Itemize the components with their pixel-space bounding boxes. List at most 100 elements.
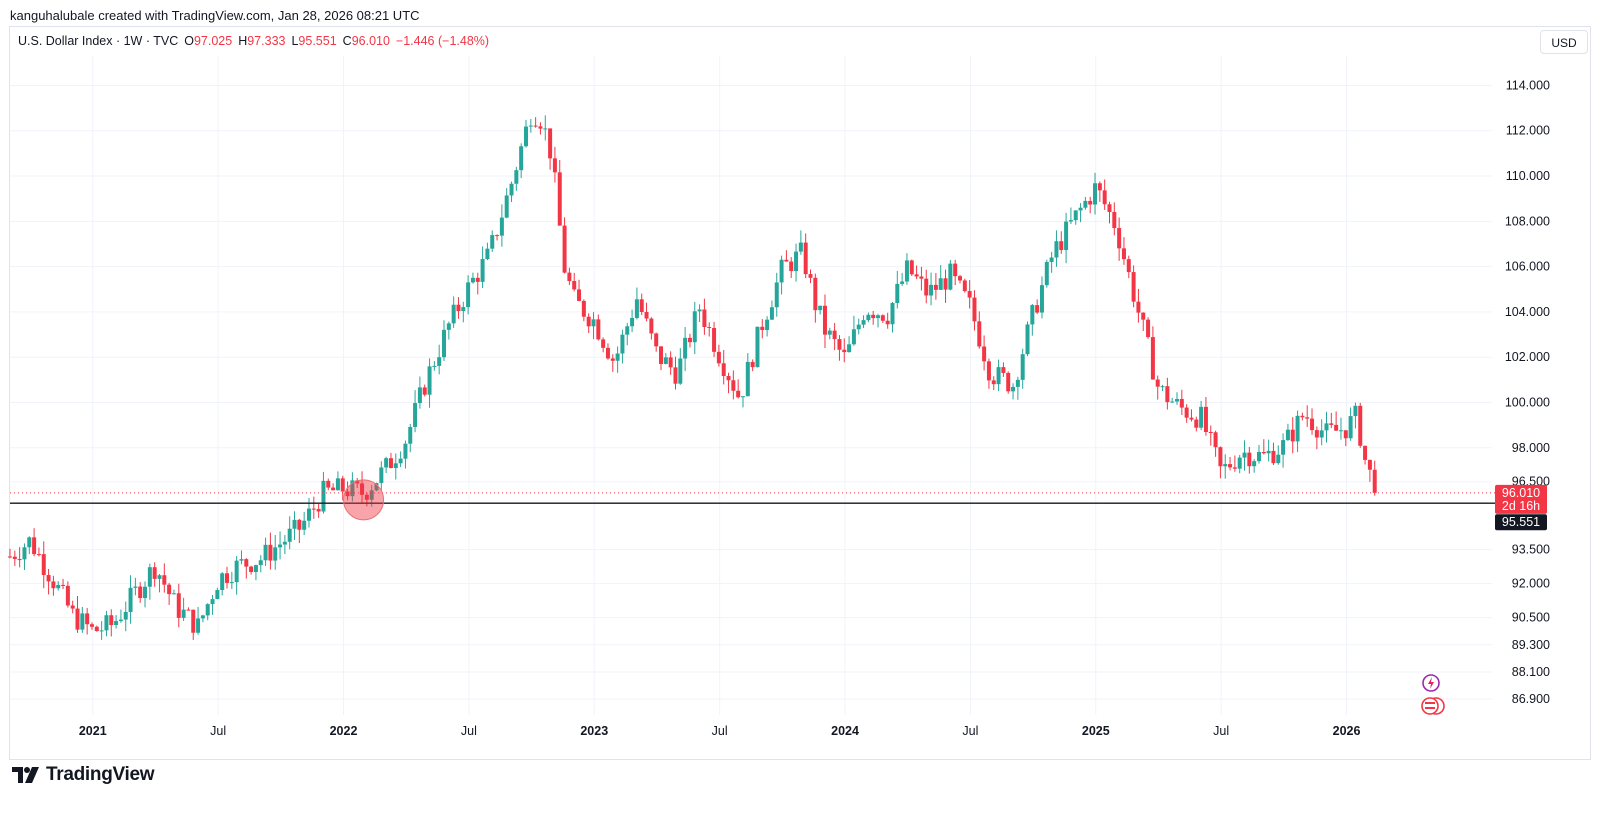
candle-body bbox=[967, 291, 972, 298]
candle-body bbox=[427, 366, 432, 395]
candle-body bbox=[972, 297, 977, 322]
candle-body bbox=[123, 611, 128, 620]
candle-body bbox=[1348, 416, 1353, 439]
candle-body bbox=[1136, 301, 1141, 313]
tradingview-logo[interactable]: TradingView bbox=[12, 764, 155, 786]
x-tick-label: 2022 bbox=[330, 724, 358, 738]
candle-body bbox=[1295, 415, 1300, 442]
candle-body bbox=[321, 480, 326, 512]
candle-body bbox=[586, 316, 591, 327]
candle-body bbox=[1146, 319, 1151, 338]
candle-body bbox=[490, 235, 495, 249]
low-price-tag bbox=[1495, 514, 1547, 531]
candle-body bbox=[900, 281, 905, 284]
candle-body bbox=[326, 480, 331, 488]
candle-body bbox=[340, 478, 345, 492]
candle-body bbox=[1343, 430, 1348, 439]
candle-body bbox=[417, 387, 422, 404]
last-price-tag bbox=[1495, 484, 1547, 514]
symbol-legend[interactable]: U.S. Dollar Index · 1W · TVC O97.025 H97.3… bbox=[18, 34, 495, 48]
candle-body bbox=[958, 276, 962, 281]
candle-body bbox=[654, 333, 659, 347]
x-tick-label: Jul bbox=[712, 724, 728, 738]
candle-body bbox=[51, 581, 56, 589]
candle-body bbox=[114, 621, 119, 626]
candle-body bbox=[1179, 398, 1184, 408]
candle-body bbox=[1305, 417, 1310, 419]
candle-body bbox=[1107, 204, 1112, 212]
candle-body bbox=[229, 582, 234, 584]
candle-body bbox=[306, 508, 311, 521]
candle-body bbox=[784, 259, 789, 262]
currency-button[interactable]: USD bbox=[1540, 30, 1588, 54]
candle-body bbox=[1093, 183, 1098, 205]
y-tick-label: 98.000 bbox=[1512, 441, 1550, 455]
candle-body bbox=[162, 575, 167, 585]
candle-body bbox=[273, 547, 278, 561]
candle-body bbox=[442, 329, 447, 358]
candle-body bbox=[437, 357, 442, 366]
candle-body bbox=[470, 277, 475, 283]
change-value: −1.446 (−1.48%) bbox=[395, 34, 490, 48]
candle-body bbox=[712, 327, 717, 352]
candle-body bbox=[924, 278, 929, 296]
candle-body bbox=[249, 566, 254, 573]
last-price-tag-text: 96.010 bbox=[1502, 486, 1540, 500]
candle-body bbox=[350, 480, 355, 497]
candle-body bbox=[1064, 221, 1069, 251]
candle-body bbox=[986, 361, 991, 381]
candle-body bbox=[244, 559, 249, 567]
candle-body bbox=[225, 573, 230, 583]
candle-body bbox=[687, 337, 692, 343]
candle-body bbox=[215, 590, 220, 600]
candle-body bbox=[1228, 464, 1233, 468]
candle-body bbox=[41, 554, 46, 576]
candle-body bbox=[196, 618, 201, 633]
candle-body bbox=[475, 277, 480, 282]
candle-body bbox=[1247, 452, 1252, 467]
candle-body bbox=[1367, 459, 1372, 470]
candle-body bbox=[1035, 305, 1040, 313]
candle-body bbox=[466, 282, 471, 308]
candle-body bbox=[726, 375, 731, 381]
candle-body bbox=[311, 508, 316, 510]
high-label: H bbox=[238, 34, 248, 48]
candle-body bbox=[147, 567, 152, 587]
candle-body bbox=[181, 609, 186, 618]
candle-body bbox=[943, 278, 948, 290]
candle-body bbox=[331, 487, 336, 491]
candle-body bbox=[1141, 312, 1146, 320]
candle-body bbox=[1073, 210, 1078, 221]
candle-body bbox=[1290, 429, 1295, 442]
candle-body bbox=[413, 403, 418, 428]
symbol-name[interactable]: U.S. Dollar Index · 1W · TVC bbox=[18, 34, 179, 48]
y-tick-label: 89.300 bbox=[1512, 638, 1550, 652]
x-tick-label: 2026 bbox=[1333, 724, 1361, 738]
candle-body bbox=[745, 361, 750, 397]
x-tick-label: Jul bbox=[1213, 724, 1229, 738]
candle-body bbox=[528, 125, 533, 127]
candle-body bbox=[827, 330, 832, 335]
candle-body bbox=[702, 309, 707, 328]
candle-body bbox=[1011, 386, 1016, 392]
open-label: O bbox=[184, 34, 194, 48]
candle-body bbox=[1300, 415, 1305, 418]
candle-body bbox=[1232, 467, 1237, 469]
candle-body bbox=[1189, 417, 1194, 420]
candle-body bbox=[70, 605, 75, 609]
candle-body bbox=[1030, 305, 1035, 325]
y-tick-label: 93.500 bbox=[1512, 543, 1550, 557]
candle-body bbox=[22, 547, 27, 560]
candle-body bbox=[668, 357, 673, 368]
candle-body bbox=[258, 560, 263, 566]
candle-body bbox=[740, 396, 745, 398]
candle-body bbox=[948, 263, 953, 290]
candle-body bbox=[104, 615, 109, 631]
candle-body bbox=[504, 195, 509, 218]
candle-body bbox=[157, 575, 162, 579]
candle-body bbox=[605, 347, 610, 359]
candle-body bbox=[991, 380, 996, 385]
candle-body bbox=[422, 387, 427, 395]
candle-body bbox=[355, 480, 360, 484]
